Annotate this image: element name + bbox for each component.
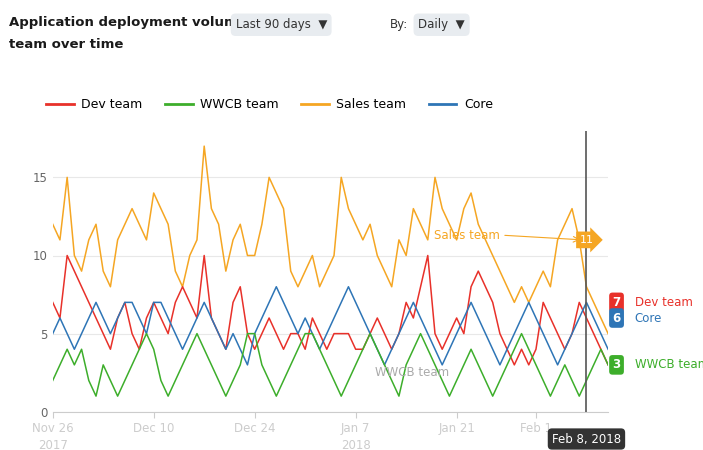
- Text: 3: 3: [612, 358, 621, 371]
- Text: Feb 8, 2018: Feb 8, 2018: [552, 432, 621, 446]
- Text: By:: By:: [390, 18, 408, 31]
- Text: team over time: team over time: [9, 38, 124, 51]
- Text: WWCB team: WWCB team: [635, 358, 703, 371]
- Text: 6: 6: [612, 311, 621, 324]
- Text: WWCB team: WWCB team: [375, 366, 449, 379]
- Text: Daily  ▼: Daily ▼: [418, 18, 465, 31]
- Text: 7: 7: [612, 296, 621, 309]
- Legend: Dev team, WWCB team, Sales team, Core: Dev team, WWCB team, Sales team, Core: [41, 93, 498, 116]
- Text: Dev team: Dev team: [635, 296, 692, 309]
- Text: Core: Core: [635, 311, 662, 324]
- Text: Last 90 days  ▼: Last 90 days ▼: [236, 18, 327, 31]
- Text: Sales team: Sales team: [434, 229, 500, 242]
- Text: Application deployment volume by: Application deployment volume by: [9, 16, 270, 29]
- Text: 11: 11: [579, 235, 593, 245]
